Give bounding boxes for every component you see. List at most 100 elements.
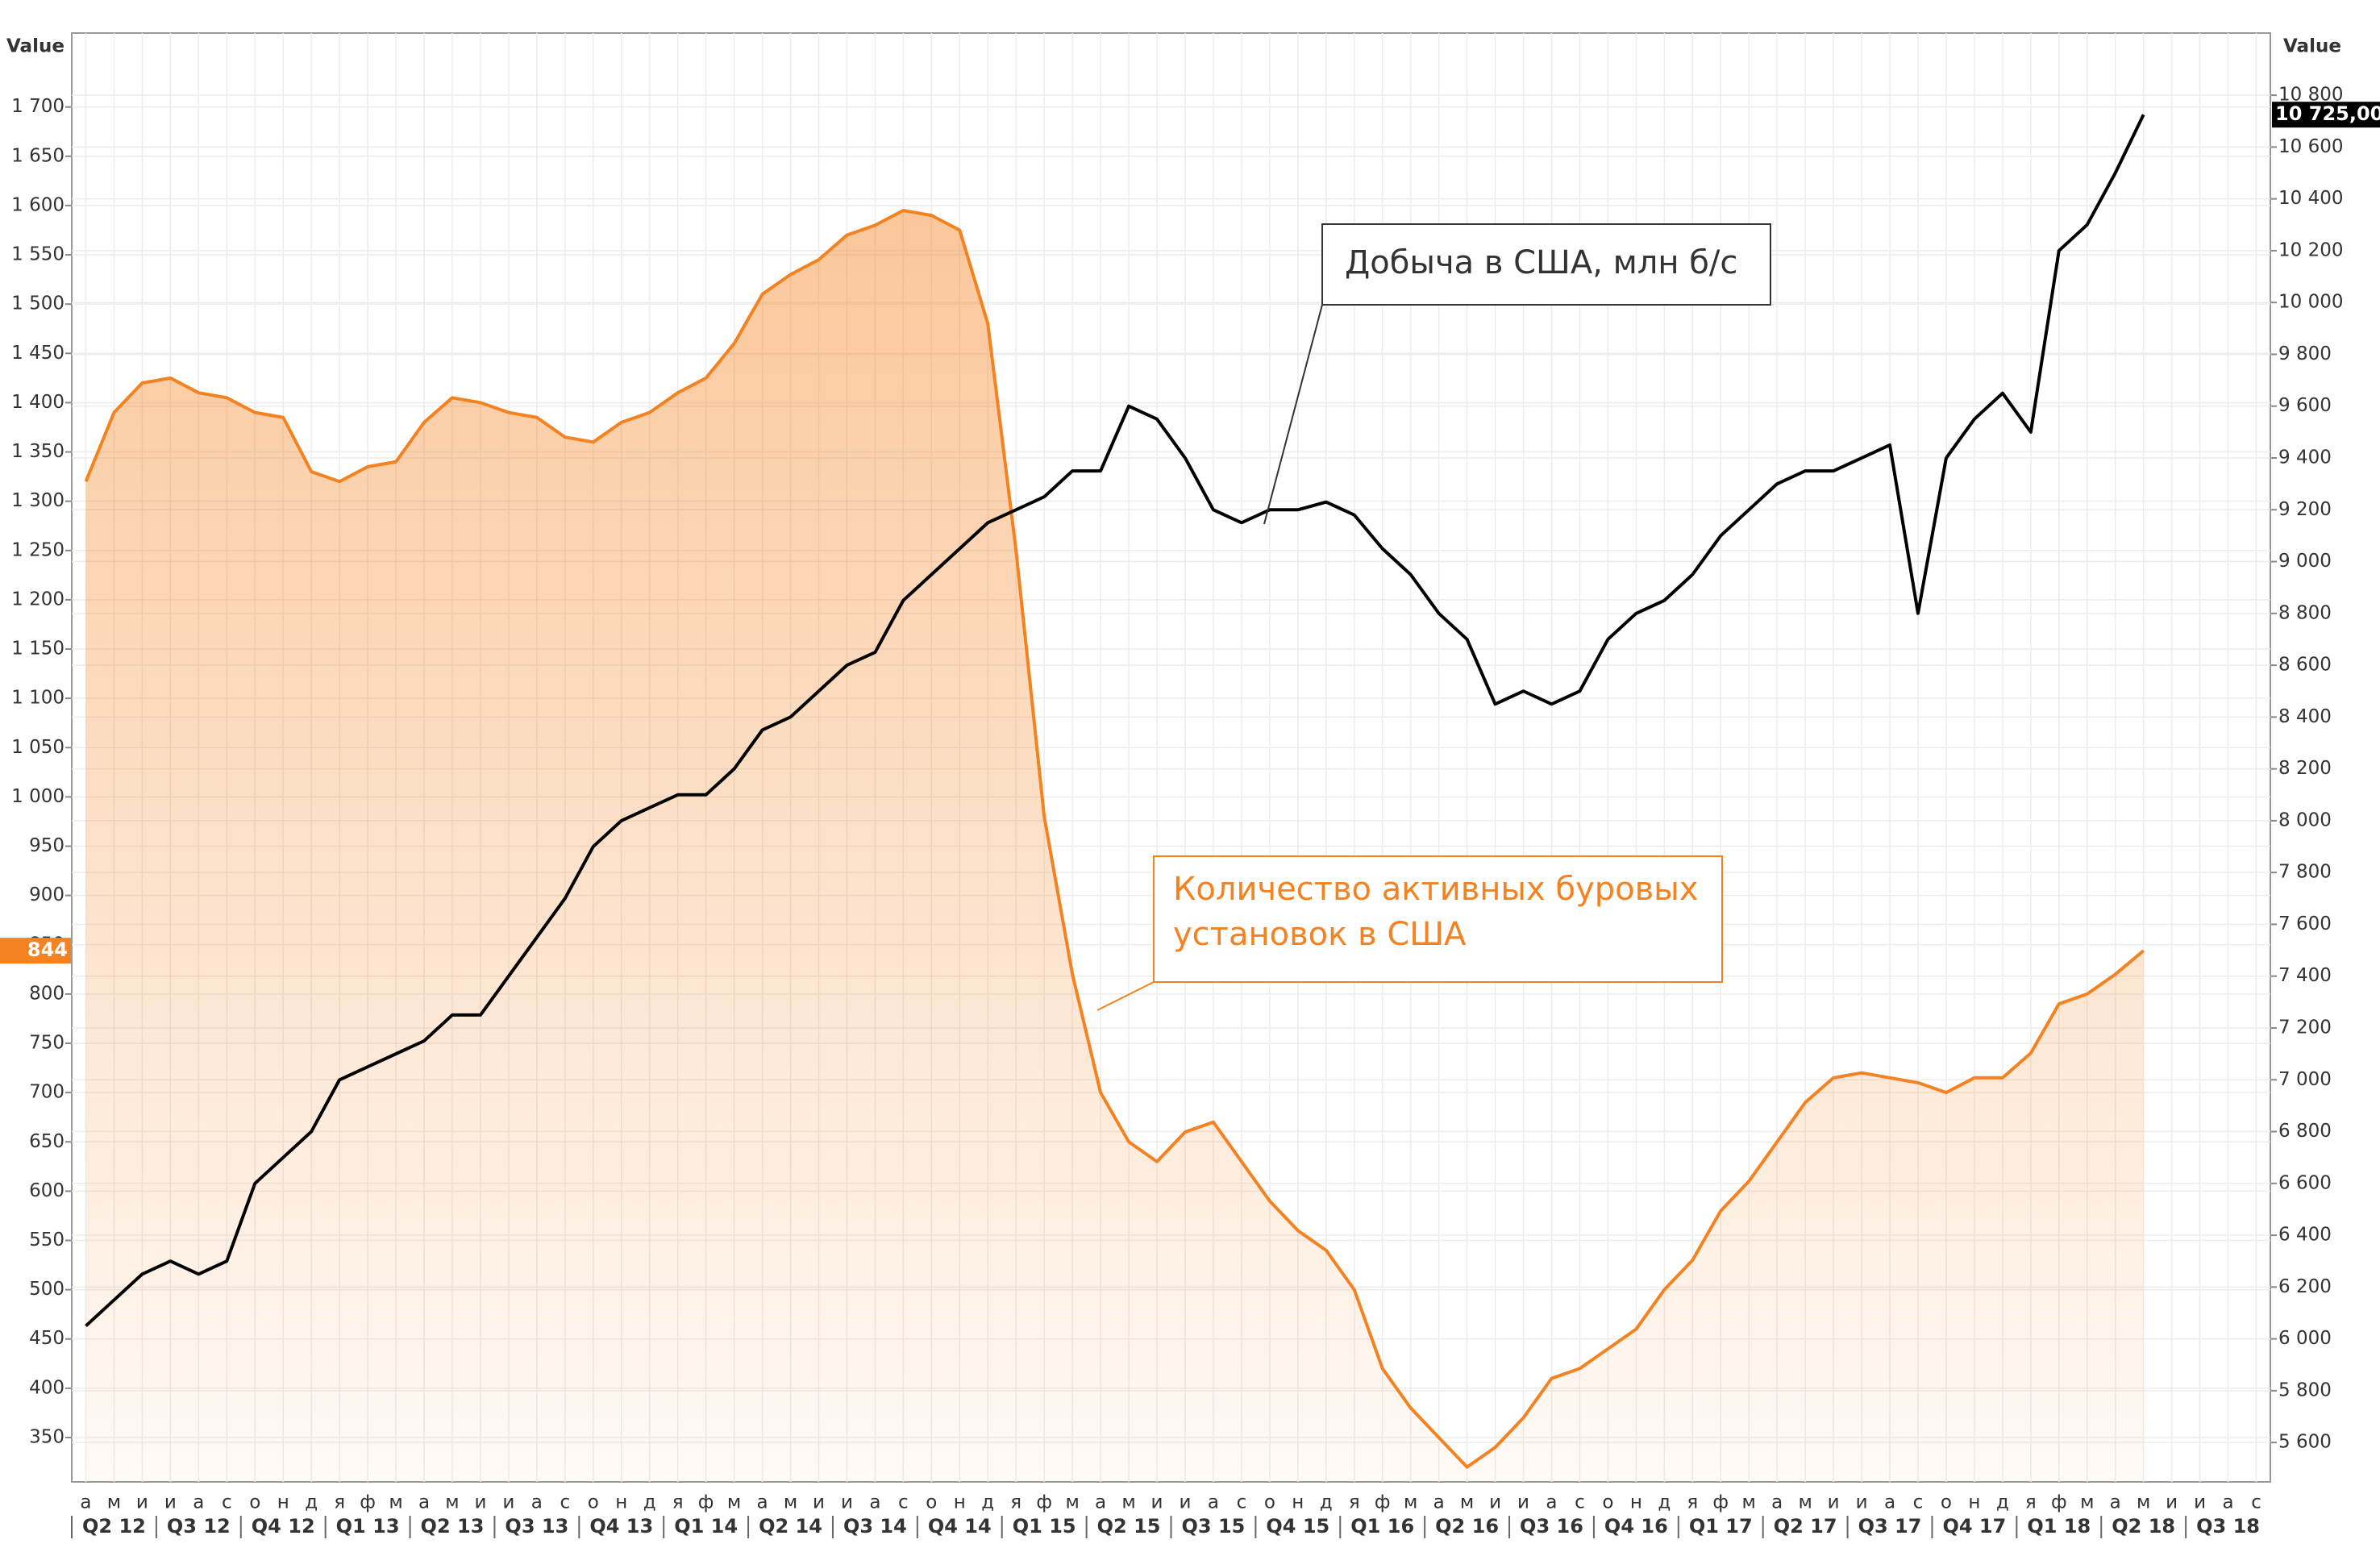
x-tick-label: а — [80, 1492, 91, 1513]
x-quarter-label: Q2 17 — [1774, 1515, 1837, 1538]
x-tick-label: а — [2110, 1492, 2121, 1513]
x-tick-label: и — [1517, 1492, 1529, 1513]
series-line — [84, 209, 2145, 1469]
yticks-label: 600 — [29, 1180, 64, 1201]
x-tick-label: м — [1404, 1492, 1417, 1513]
yticks-label: 900 — [29, 884, 64, 905]
x-tick-label: и — [2166, 1492, 2178, 1513]
x-quarter-label: Q1 18 — [2027, 1515, 2091, 1538]
yticks-label: 950 — [29, 835, 64, 856]
x-tick-label: м — [2137, 1492, 2150, 1513]
x-quarter-label: Q1 16 — [1350, 1515, 1414, 1538]
y2-axis-title: Value — [2283, 36, 2341, 57]
x-tick-label: и — [1856, 1492, 1868, 1513]
y2ticks-label: 10 400 — [2278, 188, 2343, 209]
yticks-label: 1 250 — [11, 539, 64, 560]
yticks-label: 1 550 — [11, 244, 64, 265]
x-tick-label: н — [1292, 1492, 1304, 1513]
yticks-label: 1 350 — [11, 441, 64, 462]
x-tick-label: о — [1941, 1492, 1952, 1513]
y-axis-title: Value — [6, 36, 64, 57]
x-tick-label: а — [1884, 1492, 1895, 1513]
x-tick-label: м — [107, 1492, 121, 1513]
x-tick-label: и — [1828, 1492, 1840, 1513]
y2ticks-label: 6 200 — [2278, 1276, 2332, 1297]
x-tick-label: и — [1180, 1492, 1192, 1513]
y2ticks-label: 7 600 — [2278, 913, 2332, 934]
x-tick-label: и — [164, 1492, 177, 1513]
y2ticks-label: 7 800 — [2278, 862, 2332, 883]
x-quarter-label: Q1 14 — [674, 1515, 738, 1538]
x-tick-label: м — [1065, 1492, 1079, 1513]
y2ticks-label: 7 000 — [2278, 1069, 2332, 1090]
x-quarter-label: Q3 17 — [1858, 1515, 1922, 1538]
y2ticks-label: 8 800 — [2278, 602, 2332, 623]
yticks-label: 800 — [29, 983, 64, 1004]
x-quarter-label: Q2 18 — [2112, 1515, 2175, 1538]
y2ticks-label: 8 600 — [2278, 655, 2332, 676]
x-tick-label: а — [1208, 1492, 1219, 1513]
x-tick-label: с — [2251, 1492, 2261, 1513]
area — [85, 210, 2144, 1483]
y2ticks-label: 8 000 — [2278, 809, 2332, 830]
x-tick-label: д — [643, 1492, 656, 1513]
value-label: 10 725,00 — [2275, 102, 2380, 125]
x-tick-label: н — [1968, 1492, 1980, 1513]
yticks-label: 550 — [29, 1230, 64, 1250]
yticks-label: 1 100 — [11, 688, 64, 709]
x-quarter-label: Q1 17 — [1689, 1515, 1753, 1538]
x-quarter-label: Q3 15 — [1182, 1515, 1246, 1538]
x-tick-label: м — [1460, 1492, 1474, 1513]
x-tick-label: д — [1320, 1492, 1333, 1513]
x-tick-label: м — [1742, 1492, 1756, 1513]
x-tick-label: я — [1349, 1492, 1360, 1513]
value-badge — [0, 938, 71, 964]
x-tick-label: н — [954, 1492, 966, 1513]
x-tick-label: ф — [360, 1492, 376, 1513]
x-tick-label: и — [474, 1492, 486, 1513]
y2ticks-label: 6 400 — [2278, 1225, 2332, 1246]
yticks-label: 1 450 — [11, 343, 64, 364]
x-tick-label: о — [1264, 1492, 1275, 1513]
x-tick-label: и — [2194, 1492, 2206, 1513]
x-quarter-label: Q1 15 — [1013, 1515, 1076, 1538]
value-badge — [2272, 102, 2380, 128]
x-tick-label: н — [615, 1492, 627, 1513]
x-tick-label: с — [898, 1492, 909, 1513]
y2ticks-label: 7 400 — [2278, 965, 2332, 986]
x-tick-label: с — [1913, 1492, 1924, 1513]
x-tick-label: я — [1687, 1492, 1698, 1513]
y2ticks-label: 9 400 — [2278, 447, 2332, 468]
x-tick-label: а — [1095, 1492, 1106, 1513]
x-tick-label: м — [1798, 1492, 1812, 1513]
x-quarter-label: Q4 15 — [1266, 1515, 1329, 1538]
x-tick-label: я — [1010, 1492, 1021, 1513]
x-quarter-label: Q3 14 — [843, 1515, 907, 1538]
yticks-label: 1 000 — [11, 786, 64, 807]
y2ticks-label: 9 800 — [2278, 343, 2332, 364]
x-tick-label: м — [389, 1492, 402, 1513]
y2ticks-label: 10 600 — [2278, 136, 2343, 157]
x-quarter-label: Q4 16 — [1604, 1515, 1668, 1538]
x-tick-label: а — [1546, 1492, 1557, 1513]
x-quarter-label: Q3 16 — [1520, 1515, 1583, 1538]
x-tick-label: м — [784, 1492, 797, 1513]
x-tick-label: а — [2223, 1492, 2234, 1513]
y2ticks-label: 8 200 — [2278, 758, 2332, 779]
callout-line — [1096, 981, 1155, 1011]
x-quarter-label: Q2 14 — [759, 1515, 822, 1538]
y2ticks-label: 5 800 — [2278, 1379, 2332, 1400]
yticks-label: 700 — [29, 1082, 64, 1103]
x-tick-label: а — [193, 1492, 204, 1513]
x-tick-label: а — [757, 1492, 768, 1513]
x-tick-label: м — [445, 1492, 459, 1513]
x-tick-label: о — [588, 1492, 599, 1513]
yticks-label: 1 300 — [11, 490, 64, 511]
yticks-label: 400 — [29, 1377, 64, 1398]
y2ticks-label: 10 200 — [2278, 239, 2343, 260]
yticks-label: 750 — [29, 1033, 64, 1054]
y2ticks-label: 7 200 — [2278, 1017, 2332, 1038]
y2ticks-label: 8 400 — [2278, 706, 2332, 727]
x-tick-label: м — [1121, 1492, 1135, 1513]
